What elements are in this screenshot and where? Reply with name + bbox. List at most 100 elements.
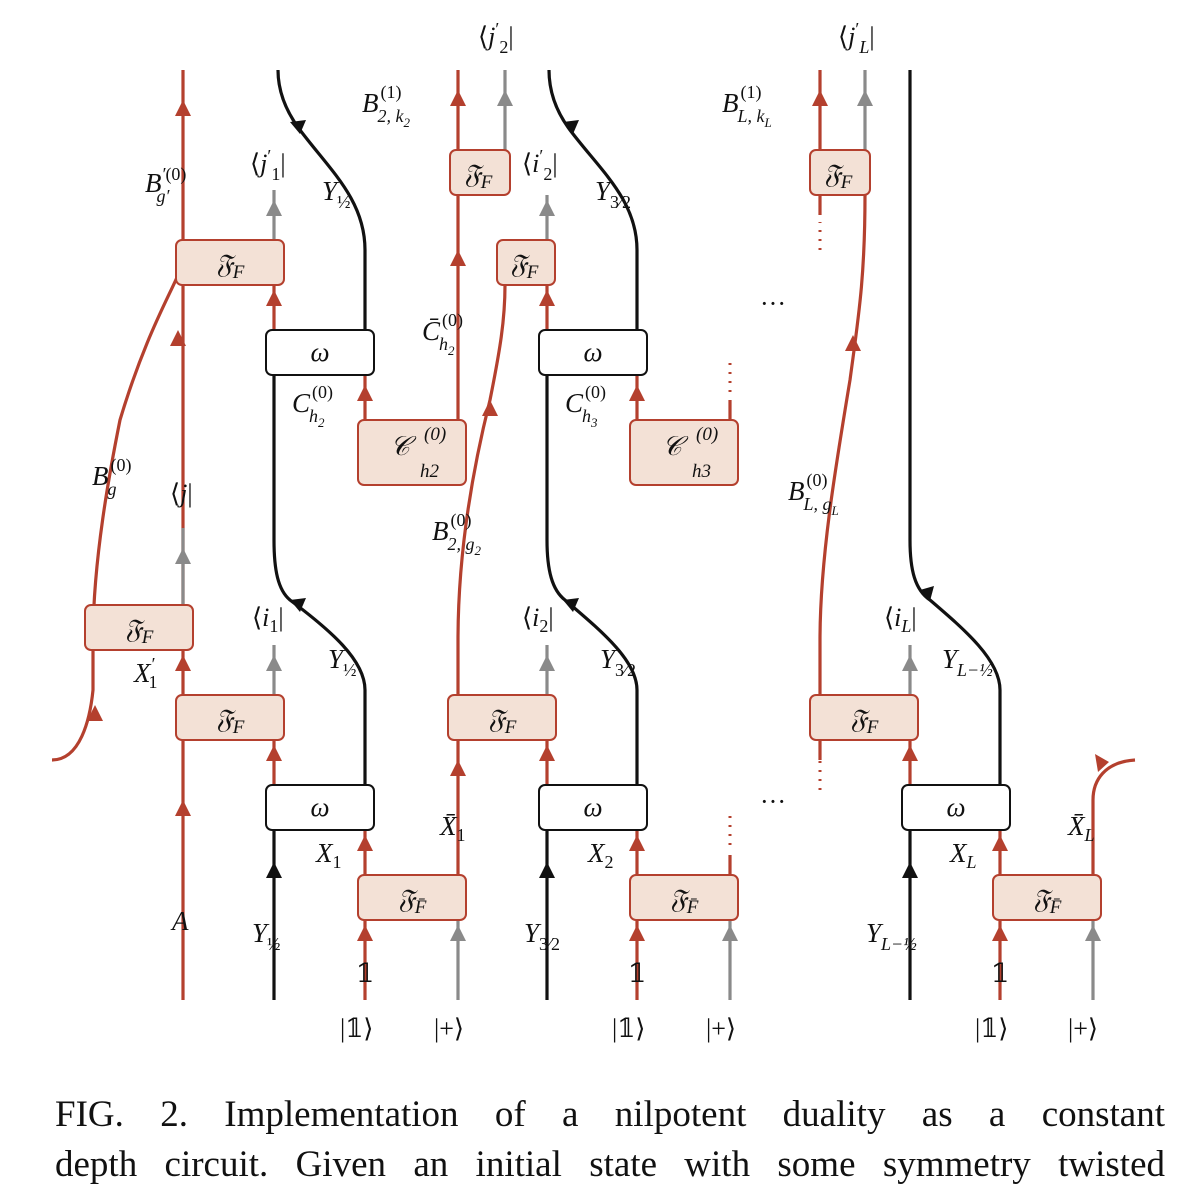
svg-text:𝔉F̄: 𝔉F̄: [398, 884, 427, 918]
wire-x1p: [51, 259, 185, 762]
label-c-h3: C (0) h3: [565, 382, 606, 430]
dotted-continuations: [728, 222, 822, 845]
arrow-up-icon: [902, 862, 918, 878]
label-x1p: X′ 1: [133, 654, 157, 692]
label-a: A: [170, 906, 189, 936]
arrow-up-icon: [563, 598, 579, 612]
label-one-L: 𝟙: [991, 959, 1009, 988]
gate-frak-f-3: 𝔉F: [175, 694, 285, 741]
arrow-up-icon: [175, 800, 191, 816]
label-b-gp0: B′(0) g′: [145, 164, 186, 206]
gate-frak-f-5: 𝔉F: [496, 239, 556, 286]
arrow-up-icon: [357, 925, 373, 941]
arrow-up-icon: [992, 925, 1008, 941]
label-y-L-half-mid: YL−½: [942, 644, 993, 680]
label-ket-one-2: |𝟙⟩: [612, 1014, 645, 1043]
arrow-up-icon: [563, 120, 579, 134]
arrow-up-icon: [539, 655, 555, 671]
arrow-up-icon: [266, 290, 282, 306]
gate-omega-3: ω: [538, 329, 648, 376]
circuit-diagram: 𝔉F 𝔉F 𝔉F 𝔉F 𝔉F 𝔉F 𝔉F 𝔉F: [51, 19, 1136, 1043]
wire-red-bLgL: [818, 194, 867, 695]
label-bra-i2: ⟨i2|: [522, 603, 554, 636]
svg-text:ω: ω: [310, 792, 329, 822]
svg-text:𝔉F: 𝔉F: [216, 249, 245, 283]
figure-caption: FIG. 2. Implementation of a nilpotent du…: [55, 1090, 1165, 1190]
wire-black-L-top: [908, 70, 1002, 785]
gate-frak-f-6: 𝔉F: [447, 694, 557, 741]
gate-frak-fbar-1: 𝔉F̄: [357, 874, 467, 921]
label-xLbar: X̄L: [1067, 811, 1095, 845]
label-y-3half-bottom: Y3⁄2: [524, 918, 560, 954]
gate-frak-fbar-3: 𝔉F̄: [992, 874, 1102, 921]
gate-frak-f-4: 𝔉F: [449, 149, 511, 196]
arrow-up-icon: [629, 925, 645, 941]
svg-text:𝔉F: 𝔉F: [824, 159, 853, 193]
svg-text:h2: h2: [420, 461, 440, 482]
arrow-up-icon: [497, 90, 513, 106]
gate-frak-f-2: 𝔉F: [84, 604, 194, 651]
arrow-up-icon: [539, 290, 555, 306]
gate-calc-h3: 𝒞 (0) h3: [629, 419, 739, 486]
label-ket-one-L: |𝟙⟩: [975, 1014, 1008, 1043]
gate-omega-2: ω: [265, 784, 375, 831]
arrow-up-icon: [266, 745, 282, 761]
caption-line-1: FIG. 2. Implementation of a nilpotent du…: [55, 1094, 1165, 1135]
label-xL: XL: [949, 838, 977, 872]
arrow-up-icon: [992, 835, 1008, 851]
svg-text:ω: ω: [583, 337, 602, 367]
label-y-half-bottom: Y½: [252, 918, 281, 954]
label-ket-one-1: |𝟙⟩: [340, 1014, 373, 1043]
svg-text:ω: ω: [946, 792, 965, 822]
svg-text:(0): (0): [424, 424, 446, 445]
svg-text:(0): (0): [696, 424, 718, 445]
arrow-up-icon: [812, 90, 828, 106]
label-ket-plus-1: |+⟩: [434, 1014, 464, 1043]
arrow-up-icon: [450, 925, 466, 941]
svg-text:ω: ω: [583, 792, 602, 822]
arrow-up-icon: [539, 200, 555, 216]
arrow-up-icon: [857, 90, 873, 106]
arrows: [87, 90, 1109, 941]
arrow-up-icon: [450, 90, 466, 106]
label-bra-i1: ⟨i1|: [252, 603, 284, 636]
wire-red-xLbar: [1091, 758, 1136, 875]
arrow-up-icon: [357, 835, 373, 851]
label-one-1: 𝟙: [356, 959, 374, 988]
arrow-up-icon: [175, 655, 191, 671]
label-bra-jLp: ⟨j′L|: [838, 19, 875, 57]
label-ket-plus-L: |+⟩: [1068, 1014, 1098, 1043]
arrow-up-icon: [290, 120, 306, 134]
arrow-up-icon: [450, 760, 466, 776]
ellipsis-bottom: ···: [760, 787, 786, 816]
label-c-h2: C (0) h2: [292, 382, 333, 430]
label-bra-j1p: ⟨j′1|: [250, 146, 286, 184]
arrow-up-icon: [902, 655, 918, 671]
gate-frak-f-7: 𝔉F: [809, 149, 871, 196]
svg-text:𝔉F̄: 𝔉F̄: [1033, 884, 1062, 918]
svg-text:𝔉F: 𝔉F: [850, 704, 879, 738]
labels: ⟨j′2| ⟨j′L| ⟨j′1| ⟨i′2| ⟨j| ⟨i1| ⟨i2| ⟨i…: [92, 19, 1098, 1043]
caption-line-2: depth circuit. Given an initial state wi…: [55, 1144, 1165, 1185]
label-y-half-top: Y½: [322, 176, 351, 212]
label-b-2g2: B (0) 2, g2: [432, 510, 482, 558]
svg-text:𝔉F: 𝔉F: [125, 614, 154, 648]
svg-text:𝔉F: 𝔉F: [488, 704, 517, 738]
label-b-Lk: B (1) L, kL: [722, 82, 772, 130]
label-bra-j: ⟨j|: [170, 479, 193, 508]
ellipsis-top: ···: [760, 289, 786, 318]
arrow-up-icon: [170, 330, 186, 346]
label-bra-j2p: ⟨j′2|: [478, 19, 514, 57]
arrow-up-icon: [266, 862, 282, 878]
svg-text:𝔉F: 𝔉F: [464, 159, 493, 193]
arrow-up-icon: [722, 925, 738, 941]
wire-y-3half-mid: [545, 375, 639, 785]
arrow-up-icon: [482, 400, 498, 416]
label-y-half-mid: Y½: [328, 644, 357, 680]
gate-frak-fbar-2: 𝔉F̄: [629, 874, 739, 921]
wire-y-half-mid: [272, 375, 367, 785]
gate-omega-4: ω: [538, 784, 648, 831]
arrow-up-icon: [539, 862, 555, 878]
arrow-up-icon: [920, 586, 934, 601]
gate-omega-1: ω: [265, 329, 375, 376]
